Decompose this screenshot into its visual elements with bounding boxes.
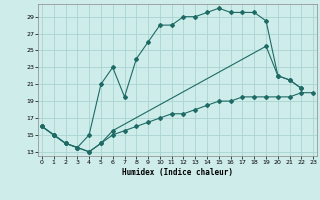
X-axis label: Humidex (Indice chaleur): Humidex (Indice chaleur) — [122, 168, 233, 177]
